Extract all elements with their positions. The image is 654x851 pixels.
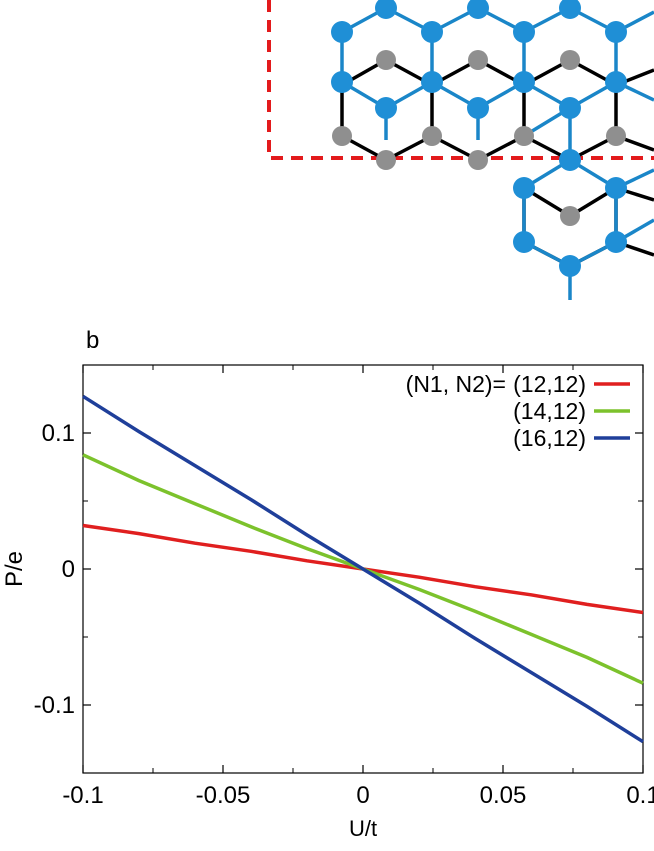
legend-label: (12,12) — [513, 371, 586, 397]
y-axis-label: P/e — [1, 551, 28, 587]
x-tick-label: -0.05 — [196, 782, 251, 809]
gray-atom — [514, 126, 534, 146]
gray-atom — [422, 126, 442, 146]
gray-atom — [606, 126, 626, 146]
gray-atom — [468, 50, 488, 70]
blue-atom — [467, 0, 489, 19]
blue-atom — [559, 149, 581, 171]
series-lines — [82, 394, 644, 744]
gray-atom — [376, 150, 396, 170]
legend-prefix: (N1, N2)= — [406, 371, 506, 397]
gray-atom — [332, 126, 352, 146]
y-tick-label: 0 — [62, 556, 75, 583]
blue-atom — [375, 0, 397, 19]
gray-atom — [560, 50, 580, 70]
legend-label: (16,12) — [513, 425, 586, 451]
blue-atom — [331, 21, 353, 43]
blue-atom — [605, 71, 627, 93]
panel-label: b — [86, 327, 99, 354]
blue-atom — [421, 21, 443, 43]
blue-atom — [467, 97, 489, 119]
blue-atom — [513, 71, 535, 93]
blue-atom — [375, 97, 397, 119]
blue-atom — [331, 71, 353, 93]
blue-atom — [513, 231, 535, 253]
chart: -0.1 -0.05 0 0.05 0.1 -0.1 0 0.1 (12,12)(14,12… — [1, 364, 654, 841]
legend-label: (14,12) — [513, 398, 586, 424]
x-tick-label: -0.1 — [62, 782, 103, 809]
x-tick-label: 0 — [356, 782, 369, 809]
blue-atom — [559, 97, 581, 119]
blue-atom — [605, 177, 627, 199]
x-tick-label: 0.1 — [626, 782, 654, 809]
x-axis: -0.1 -0.05 0 0.05 0.1 — [62, 365, 654, 809]
y-axis: -0.1 0 0.1 — [34, 420, 643, 719]
blue-atom — [605, 21, 627, 43]
gray-atom — [560, 206, 580, 226]
y-tick-label: 0.1 — [42, 420, 75, 447]
gray-atom — [376, 50, 396, 70]
blue-atom — [513, 21, 535, 43]
gray-atom — [468, 150, 488, 170]
blue-atom — [559, 0, 581, 19]
x-tick-label: 0.05 — [480, 782, 527, 809]
series-line-1612 — [82, 394, 644, 744]
lattice-diagram — [267, 0, 654, 300]
blue-atom — [559, 255, 581, 277]
blue-atom — [513, 177, 535, 199]
blue-atom — [605, 231, 627, 253]
x-axis-label: U/t — [349, 816, 377, 841]
blue-atom — [421, 71, 443, 93]
legend: (12,12)(14,12)(16,12) (N1, N2)= — [406, 371, 630, 451]
y-tick-label: -0.1 — [34, 692, 75, 719]
unit-cell-outline — [267, 0, 654, 160]
